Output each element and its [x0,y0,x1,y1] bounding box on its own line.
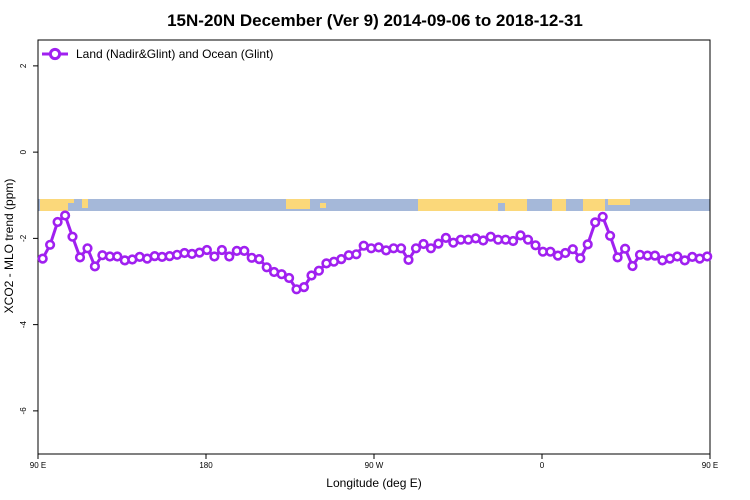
data-point [545,246,556,257]
y-tick-label: 0 [19,149,28,154]
data-point [597,211,608,222]
data-point [37,253,48,264]
data-point [216,244,227,256]
data-point [410,243,422,254]
data-point [418,238,429,250]
data-point [575,253,586,264]
data-point [627,260,638,272]
legend: Land (Nadir&Glint) and Ocean (Glint) [42,47,273,61]
data-point [112,251,123,262]
land-patch [40,199,68,211]
y-axis-label: XCO2 - MLO trend (ppm) [2,179,16,314]
data-point [89,261,100,272]
legend-marker-swatch [48,47,62,61]
y-tick-label: -4 [19,321,28,329]
data-point [440,232,452,243]
data-point [67,231,78,242]
land-patch [300,199,306,202]
land-patch [552,199,566,211]
data-point [82,243,93,254]
land-patch [82,199,88,208]
land-patch [505,199,527,211]
data-point [336,254,347,265]
data-point [261,262,272,273]
land-patch [418,199,498,211]
x-tick-label: 90 E [30,461,46,470]
x-tick-label: 0 [540,461,545,470]
data-point [702,251,713,262]
y-axis: 2 0 -2 -4 -6 [19,63,38,414]
data-point [52,216,63,228]
data-point [507,235,519,247]
series-line [41,214,708,291]
legend-entry-label: Land (Nadir&Glint) and Ocean (Glint) [76,47,273,61]
x-axis-label: Longitude (deg E) [326,476,421,490]
data-point [313,265,325,276]
data-point [530,240,541,251]
data-point [201,244,212,256]
data-point [433,238,444,249]
data-point [403,254,414,266]
y-tick-label: -6 [19,407,28,415]
data-point [582,239,593,250]
data-point [612,252,623,263]
data-point [649,250,661,261]
data-point [604,230,616,241]
data-point [224,251,235,262]
data-point [425,243,437,254]
x-tick-label: 90 E [702,461,718,470]
data-point [298,282,310,293]
data-point [306,270,317,281]
land-patch [66,199,74,203]
land-patch [583,199,605,211]
chart-title: 15N-20N December (Ver 9) 2014-09-06 to 2… [167,11,583,30]
data-point [672,251,683,262]
data-point [567,244,578,255]
data-point [284,272,295,284]
x-tick-label: 90 W [365,461,384,470]
land-ocean-map-strip [38,199,710,211]
data-point [209,251,220,262]
data-point [239,245,250,256]
x-tick-label: 180 [199,461,213,470]
data-point [254,254,265,265]
data-point [522,234,534,245]
land-patch [286,199,310,209]
data-point [478,235,489,246]
data-point [276,269,287,280]
ocean-strip [38,199,710,211]
data-point [590,217,601,228]
land-patch [320,203,326,208]
data-point [560,247,571,259]
data-point [515,230,526,241]
data-point [351,249,362,260]
x-axis: 90 E 180 90 W 0 90 E [30,454,718,470]
data-point [59,210,71,221]
series-land-ocean [37,210,713,295]
y-tick-label: 2 [19,63,28,68]
land-patch [498,199,506,203]
data-point [619,243,631,254]
y-tick-label: -2 [19,234,28,242]
data-point [396,243,407,254]
data-point [74,252,86,263]
data-point [44,239,56,250]
land-patch [608,199,630,205]
